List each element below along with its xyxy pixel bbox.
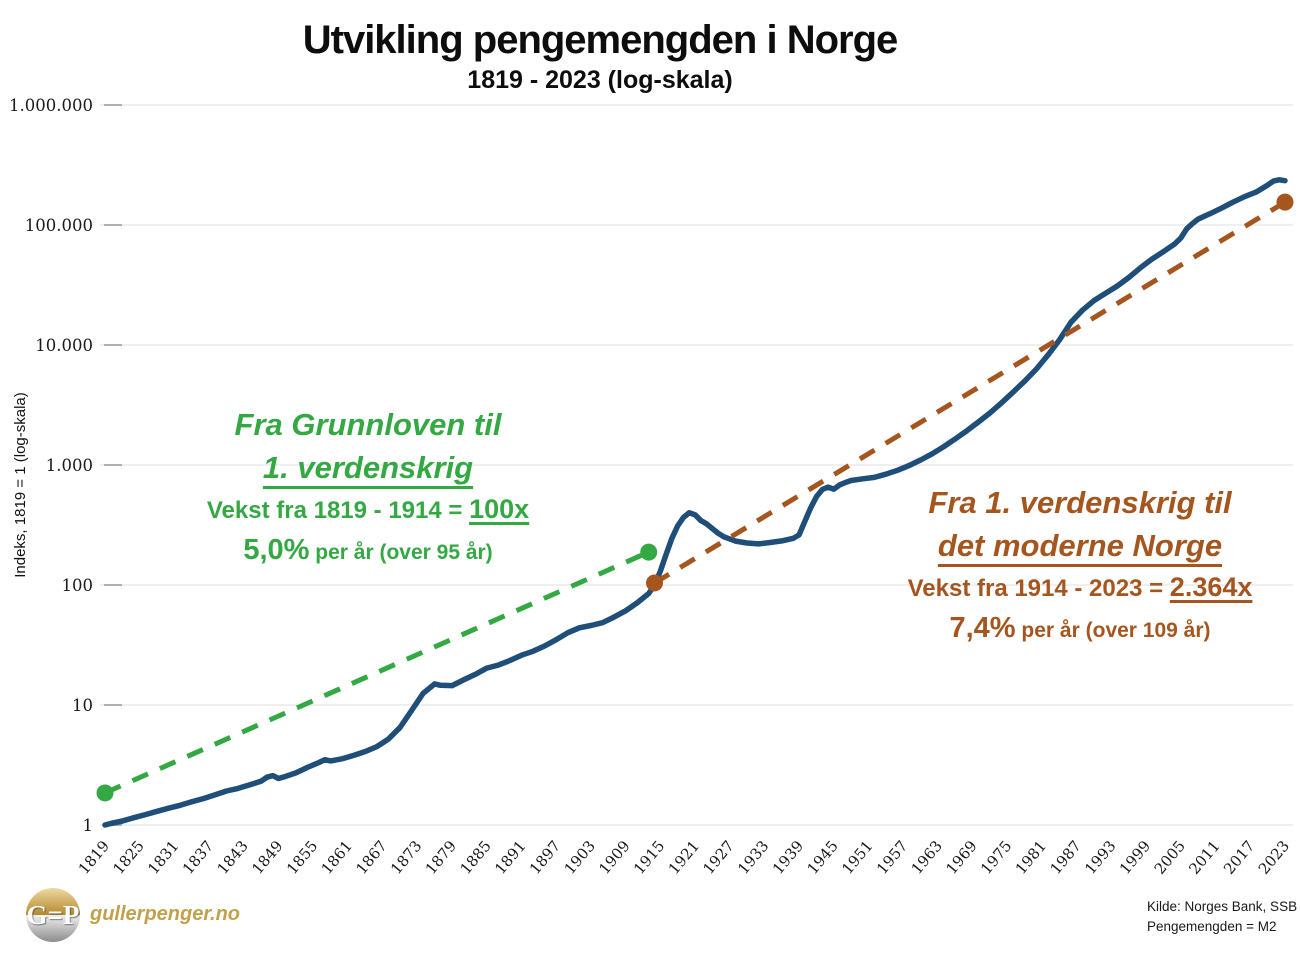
series-1 — [103, 549, 650, 796]
trend-endpoint-dot — [96, 784, 114, 802]
x-tick-label: 1879 — [422, 837, 460, 878]
source-line-2: Pengemengden = M2 — [1147, 919, 1277, 934]
x-tick-label: 1825 — [109, 837, 147, 878]
x-tick-label: 1921 — [665, 837, 703, 878]
x-tick-label: 1843 — [214, 837, 252, 878]
trend-endpoint-dot — [646, 574, 664, 592]
x-tick-label: 1951 — [838, 837, 876, 878]
x-tick-label: 1945 — [804, 837, 842, 878]
x-tick-label: 1999 — [1116, 837, 1154, 878]
x-tick-label: 1927 — [699, 837, 737, 878]
series-2 — [653, 200, 1287, 586]
x-tick-label: 1837 — [179, 837, 217, 878]
x-axis: 1819182518311837184318491855186118671873… — [75, 837, 1293, 878]
annotation-green-growth-value: 100x — [469, 494, 530, 524]
brand-name: gullerpenger.no — [90, 903, 241, 925]
x-tick-label: 1873 — [387, 837, 425, 878]
trend-endpoint-dot — [640, 543, 658, 561]
annotation-green-rate-value: 5,0% — [243, 534, 310, 566]
x-tick-label: 1975 — [977, 837, 1015, 878]
annotation-green-heading-1: Fra Grunnloven til — [234, 407, 502, 442]
x-tick-label: 1855 — [283, 837, 321, 878]
x-tick-label: 2017 — [1220, 837, 1258, 878]
y-tick-label: 100.000 — [25, 216, 93, 235]
x-tick-label: 2011 — [1185, 837, 1223, 878]
y-tick-label: 1.000 — [46, 456, 93, 475]
y-tick-label: 100 — [62, 576, 94, 595]
gullerpenger-logo-icon: G=P — [26, 888, 80, 942]
x-tick-label: 1891 — [491, 837, 529, 878]
annotation-brown-heading-1: Fra 1. verdenskrig til — [928, 485, 1232, 520]
x-tick-label: 1933 — [734, 837, 772, 878]
y-tick-label: 1 — [83, 816, 94, 835]
x-tick-label: 1915 — [630, 837, 668, 878]
annotation-1819-1914: Fra Grunnloven til 1. verdenskrig Vekst … — [207, 403, 529, 572]
x-tick-label: 1957 — [873, 837, 911, 878]
x-tick-label: 1819 — [75, 837, 113, 878]
annotation-brown-rate-value: 7,4% — [949, 612, 1016, 644]
source-note: Kilde: Norges Bank, SSB Pengemengden = M… — [1147, 897, 1297, 937]
x-tick-label: 1831 — [144, 837, 182, 878]
y-tick-label: 10 — [72, 696, 93, 715]
x-tick-label: 1897 — [526, 837, 564, 878]
annotation-brown-rate: 7,4% per år (over 109 år) — [949, 612, 1211, 644]
x-tick-label: 2005 — [1151, 837, 1189, 878]
x-tick-label: 2023 — [1255, 837, 1293, 878]
x-tick-label: 1939 — [769, 837, 807, 878]
x-tick-label: 1987 — [1046, 837, 1084, 878]
coin-shape — [26, 888, 80, 942]
annotation-green-heading-2: 1. verdenskrig — [262, 450, 474, 485]
annotation-green-rate: 5,0% per år (over 95 år) — [243, 534, 493, 566]
y-axis: 1.000.000 100.000 10.000 1.000 100 10 1 — [9, 96, 1293, 835]
x-tick-label: 1963 — [908, 837, 946, 878]
x-tick-label: 1867 — [352, 837, 390, 878]
x-tick-label: 1903 — [561, 837, 599, 878]
x-tick-label: 1909 — [595, 837, 633, 878]
x-tick-label: 1993 — [1081, 837, 1119, 878]
annotation-brown-growth: Vekst fra 1914 - 2023 = 2.364x — [907, 572, 1253, 602]
x-tick-label: 1849 — [248, 837, 286, 878]
y-axis-title: Indeks, 1819 = 1 (log-skala) — [12, 392, 29, 578]
x-tick-label: 1861 — [318, 837, 356, 878]
annotation-brown-growth-value: 2.364x — [1169, 572, 1253, 602]
x-tick-label: 1981 — [1012, 837, 1050, 878]
annotation-brown-heading-2: det moderne Norge — [937, 528, 1223, 563]
annotation-1914-2023: Fra 1. verdenskrig til det moderne Norge… — [908, 481, 1253, 650]
y-tick-label: 1.000.000 — [9, 96, 93, 115]
series-0 — [102, 177, 1288, 828]
logo-letters: G=P — [27, 900, 80, 930]
x-tick-label: 1885 — [456, 837, 494, 878]
y-tick-label: 10.000 — [35, 336, 93, 355]
x-tick-label: 1969 — [942, 837, 980, 878]
trend-endpoint-dot — [1276, 193, 1294, 211]
source-line-1: Kilde: Norges Bank, SSB — [1147, 899, 1298, 914]
chart-title: Utvikling pengemengden i Norge — [302, 18, 899, 62]
chart-subtitle: 1819 - 2023 (log-skala) — [467, 66, 733, 94]
annotation-green-growth: Vekst fra 1819 - 1914 = 100x — [206, 494, 530, 524]
